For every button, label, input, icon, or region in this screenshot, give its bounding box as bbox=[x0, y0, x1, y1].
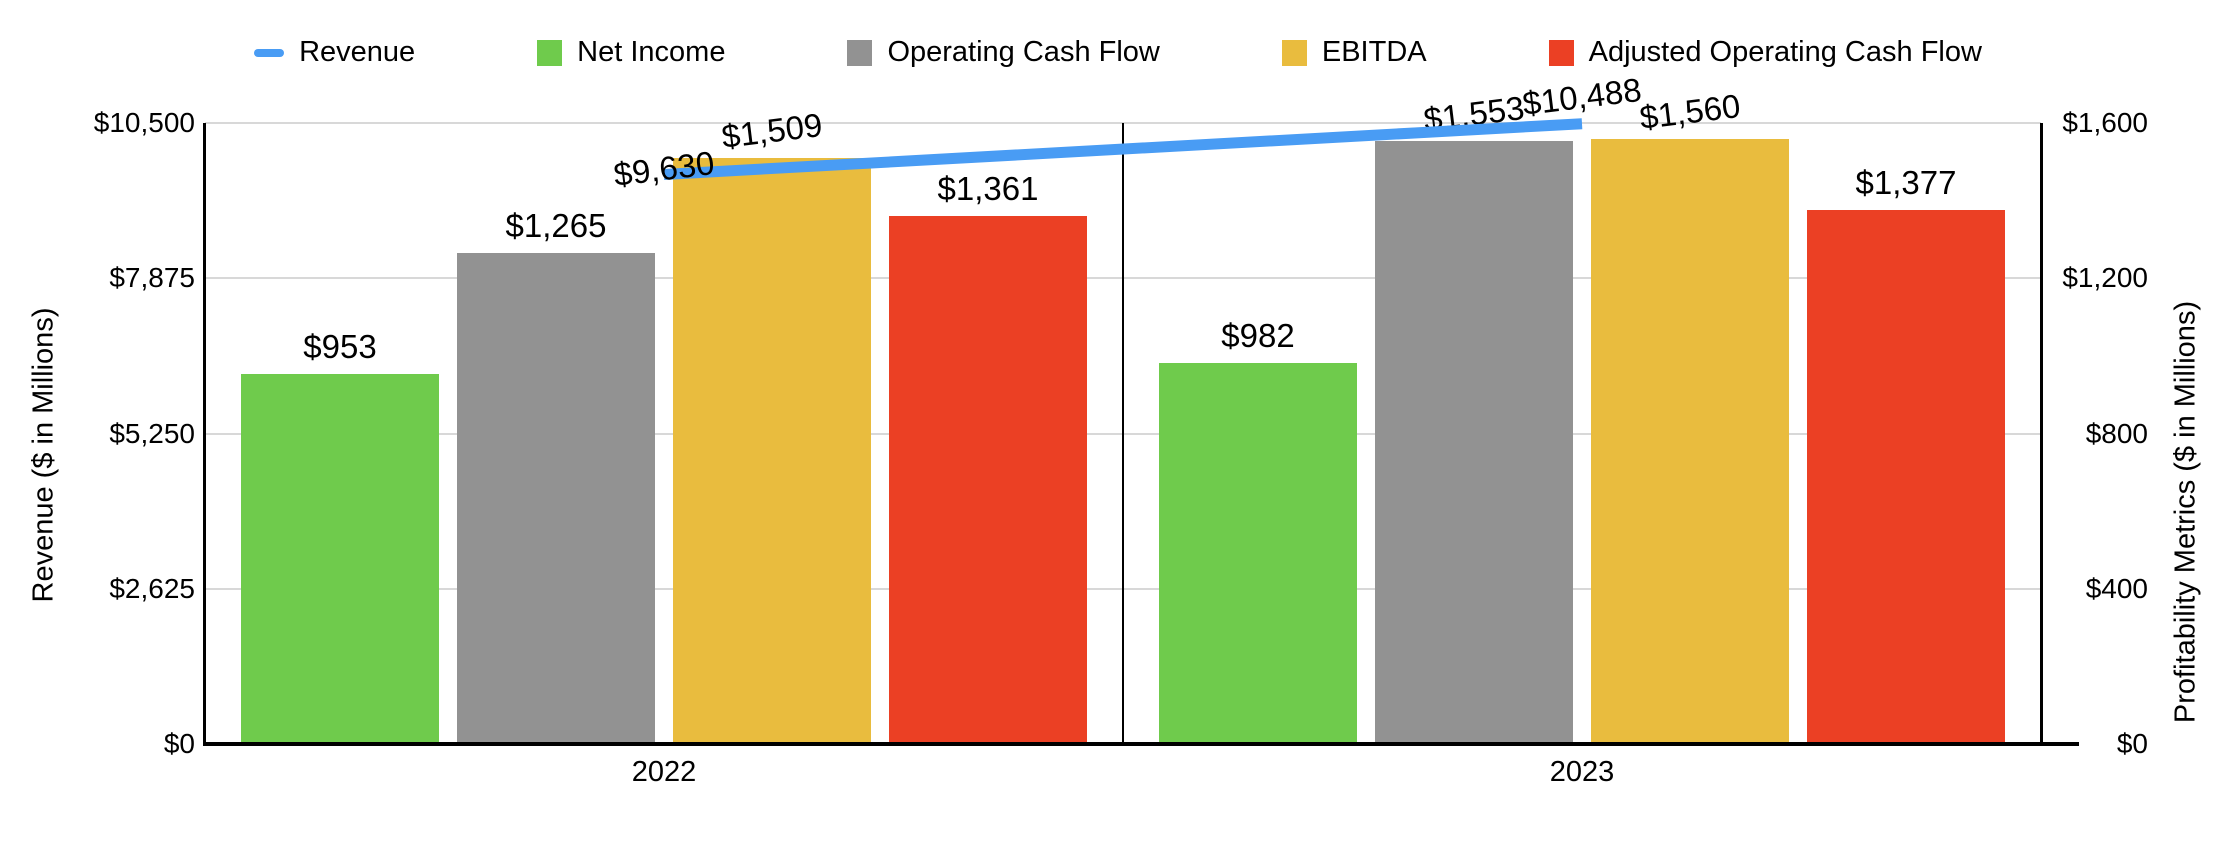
category-divider-line bbox=[1122, 123, 1124, 744]
right-axis-tick-label: $800 bbox=[2085, 417, 2148, 449]
left-axis-line bbox=[203, 123, 206, 746]
bar-adjusted-operating-cash-flow-2023 bbox=[1807, 209, 2005, 744]
bar-adjusted-operating-cash-flow-2022 bbox=[889, 215, 1087, 744]
data-label: $1,361 bbox=[937, 169, 1039, 207]
left-axis-tick-label: $0 bbox=[163, 728, 195, 759]
data-label: $1,377 bbox=[1855, 163, 1957, 201]
adjusted-operating-cash-flow-swatch bbox=[1548, 39, 1574, 66]
left-axis-tick-label: $5,250 bbox=[109, 417, 195, 449]
category-label-2023: 2023 bbox=[1549, 756, 1615, 788]
legend-label: Operating Cash Flow bbox=[887, 36, 1160, 68]
bar-operating-cash-flow-2022 bbox=[457, 253, 655, 744]
left-axis-tick-label: $10,500 bbox=[93, 107, 195, 138]
data-label: $1,553 bbox=[1421, 89, 1527, 139]
data-label: $953 bbox=[303, 328, 377, 366]
right-axis-title: Profitability Metrics ($ in Millions) bbox=[2169, 300, 2202, 724]
legend-item-adjusted-operating-cash-flow: Adjusted Operating Cash Flow bbox=[1548, 36, 1982, 69]
bar-net-income-2022 bbox=[241, 374, 439, 744]
right-axis-tick-label: $0 bbox=[2116, 728, 2148, 759]
data-label: $1,265 bbox=[505, 207, 607, 245]
bar-operating-cash-flow-2023 bbox=[1375, 141, 1573, 744]
left-axis-title: Revenue ($ in Millions) bbox=[27, 307, 60, 603]
legend-label: Revenue bbox=[299, 36, 416, 68]
bar-net-income-2023 bbox=[1159, 362, 1357, 744]
legend-item-operating-cash-flow: Operating Cash Flow bbox=[847, 36, 1160, 69]
legend-item-ebitda: EBITDA bbox=[1281, 36, 1427, 69]
revenue-line-swatch bbox=[254, 48, 285, 57]
right-axis-tick-label: $400 bbox=[2085, 572, 2148, 604]
legend-item-net-income: Net Income bbox=[537, 36, 725, 69]
data-label: $982 bbox=[1221, 316, 1295, 354]
data-label: $1,560 bbox=[1637, 86, 1743, 136]
bar-ebitda-2022 bbox=[673, 158, 871, 744]
data-label: $1,509 bbox=[719, 106, 825, 156]
right-axis-tick-label: $1,200 bbox=[2062, 262, 2148, 294]
x-axis-baseline bbox=[203, 742, 2079, 746]
net-income-swatch bbox=[537, 39, 563, 66]
data-label: $10,488 bbox=[1520, 70, 1644, 122]
legend-label: EBITDA bbox=[1321, 36, 1427, 68]
operating-cash-flow-swatch bbox=[847, 39, 873, 66]
ebitda-swatch bbox=[1281, 39, 1307, 66]
legend-item-revenue: Revenue bbox=[254, 36, 415, 69]
right-axis-tick-label: $1,600 bbox=[2062, 107, 2148, 138]
chart-legend: Revenue Net Income Operating Cash Flow EBIT… bbox=[0, 36, 2236, 69]
legend-label: Adjusted Operating Cash Flow bbox=[1588, 36, 1982, 68]
bar-ebitda-2023 bbox=[1591, 138, 1789, 744]
legend-label: Net Income bbox=[577, 36, 726, 68]
right-axis-line bbox=[2040, 123, 2043, 746]
category-label-2022: 2022 bbox=[631, 756, 697, 788]
left-axis-tick-label: $7,875 bbox=[109, 262, 195, 294]
left-axis-tick-label: $2,625 bbox=[109, 572, 195, 604]
